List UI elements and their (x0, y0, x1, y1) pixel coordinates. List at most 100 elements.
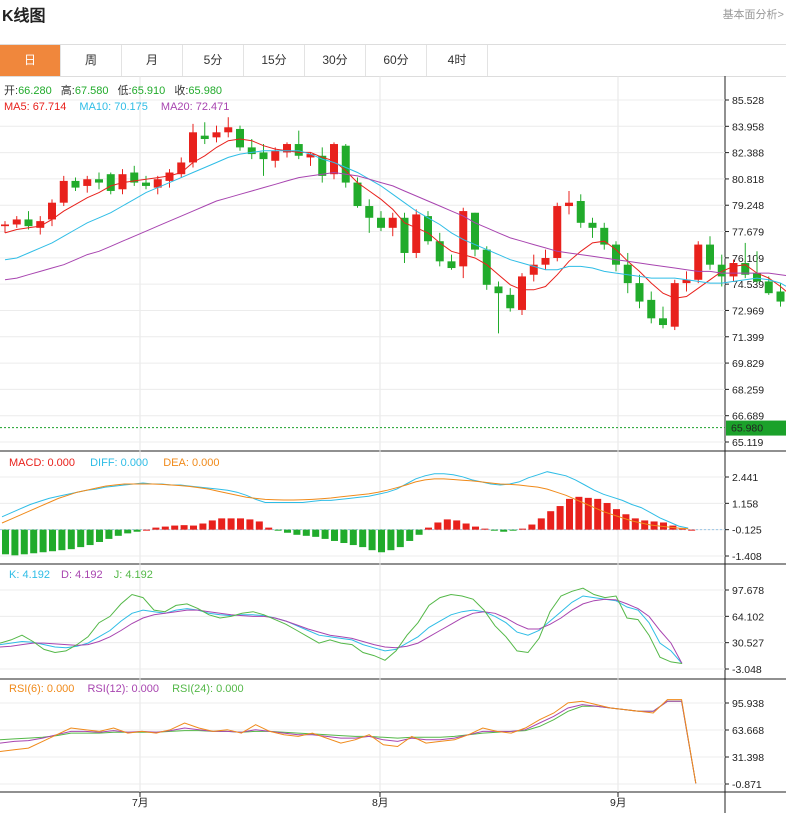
macd-bar (415, 529, 423, 535)
macd-bar (321, 529, 329, 539)
y-tick-label-price: 85.528 (732, 95, 764, 107)
candle-body (576, 201, 585, 223)
macd-bar (180, 525, 188, 530)
macd-bar (152, 527, 160, 530)
macd-bar (594, 498, 602, 530)
y-tick-label-rsi: 63.668 (732, 725, 764, 737)
y-tick-label-price: 71.399 (732, 332, 764, 344)
candle-body (694, 244, 703, 280)
macd-bar (199, 523, 207, 530)
macd-bar (114, 529, 122, 536)
macd-bar (556, 506, 564, 530)
macd-bar (368, 529, 376, 551)
rsi24-line (0, 700, 697, 784)
macd-bar (519, 528, 526, 530)
macd-bar (67, 529, 75, 550)
macd-bar (406, 529, 414, 541)
macd-bar (359, 529, 367, 548)
tab-6[interactable]: 60分 (366, 45, 427, 76)
candle-body (189, 132, 197, 163)
candle-body (165, 172, 174, 181)
macd-bar (462, 523, 470, 530)
candle-body (741, 263, 750, 275)
macd-bar (96, 529, 103, 542)
k-line (0, 595, 683, 664)
tab-5[interactable]: 30分 (305, 45, 366, 76)
candle-body (353, 182, 362, 207)
y-tick-label-price: 72.969 (732, 305, 764, 317)
macd-bar (293, 529, 301, 535)
macd-bar (77, 529, 85, 548)
candle-body (776, 291, 785, 302)
candle-body (588, 222, 597, 228)
macd-bar (86, 529, 94, 546)
candle-body (682, 279, 691, 284)
y-tick-label-rsi: 31.398 (732, 752, 764, 764)
candle-body (36, 221, 45, 228)
candle-body (612, 244, 620, 265)
macd-bar (434, 522, 442, 530)
macd-bar (218, 518, 226, 530)
y-tick-label-price: 83.958 (732, 121, 764, 133)
last-price-tag: 65.980 (0, 420, 786, 436)
candle-body (200, 135, 209, 140)
macd-bar (396, 529, 404, 548)
macd-bar (500, 529, 508, 532)
tab-4[interactable]: 15分 (244, 45, 305, 76)
tab-1[interactable]: 周 (61, 45, 122, 76)
macd-bar (284, 529, 291, 533)
candle-body (482, 249, 491, 285)
x-tick-label: 8月 (372, 797, 388, 809)
y-tick-label-price: 76.109 (732, 253, 764, 265)
candle-body (494, 286, 503, 294)
candlestick-panel (1, 117, 786, 334)
macd-bar (208, 520, 216, 530)
candle-body (541, 257, 550, 265)
tab-3[interactable]: 5分 (183, 45, 244, 76)
candle-body (717, 264, 726, 277)
candle-body (318, 155, 327, 176)
tab-0[interactable]: 日 (0, 45, 61, 76)
macd-bar (387, 529, 395, 551)
d-line (0, 598, 683, 664)
ma10-line (4, 150, 786, 287)
candle-body (623, 264, 632, 284)
candle-body (294, 144, 303, 156)
candle-body (259, 152, 268, 160)
macd-bar (575, 496, 583, 530)
rsi12-line (0, 700, 697, 784)
macd-bar (237, 518, 244, 530)
macd-info: MACD: 0.000 DIFF: 0.000 DEA: 0.000 (9, 457, 220, 469)
macd-bar (2, 529, 9, 555)
candle-body (224, 127, 233, 133)
candle-body (1, 224, 9, 227)
macd-bar (312, 529, 320, 537)
candle-body (729, 263, 738, 277)
y-tick-label-macd: -0.125 (732, 525, 762, 537)
macd-bar (490, 529, 498, 531)
macd-bar (39, 529, 47, 553)
macd-bar (603, 502, 611, 530)
macd-bar (161, 526, 169, 530)
candle-body (600, 227, 609, 245)
candle-body (400, 217, 409, 253)
tab-7[interactable]: 4时 (427, 45, 488, 76)
macd-panel (0, 471, 725, 556)
y-tick-label-price: 80.818 (732, 174, 764, 186)
candle-body (106, 174, 115, 191)
candle-body (330, 144, 338, 175)
y-tick-label-price: 68.259 (732, 384, 764, 396)
candle-body (471, 212, 479, 250)
candle-body (130, 172, 139, 183)
macd-bar (443, 519, 451, 530)
candle-body (12, 219, 21, 225)
y-tick-label-kdj: 64.102 (732, 611, 764, 623)
macd-bar (190, 525, 197, 530)
macd-bar (255, 521, 263, 530)
candle-body (24, 219, 33, 227)
y-tick-label-price: 77.679 (732, 227, 764, 239)
x-axis-ticks: 7月 8月 9月 (132, 792, 626, 809)
tab-2[interactable]: 月 (122, 45, 183, 76)
fundamental-analysis-link[interactable]: 基本面分析> (722, 9, 784, 21)
last-price-label: 65.980 (731, 423, 763, 435)
